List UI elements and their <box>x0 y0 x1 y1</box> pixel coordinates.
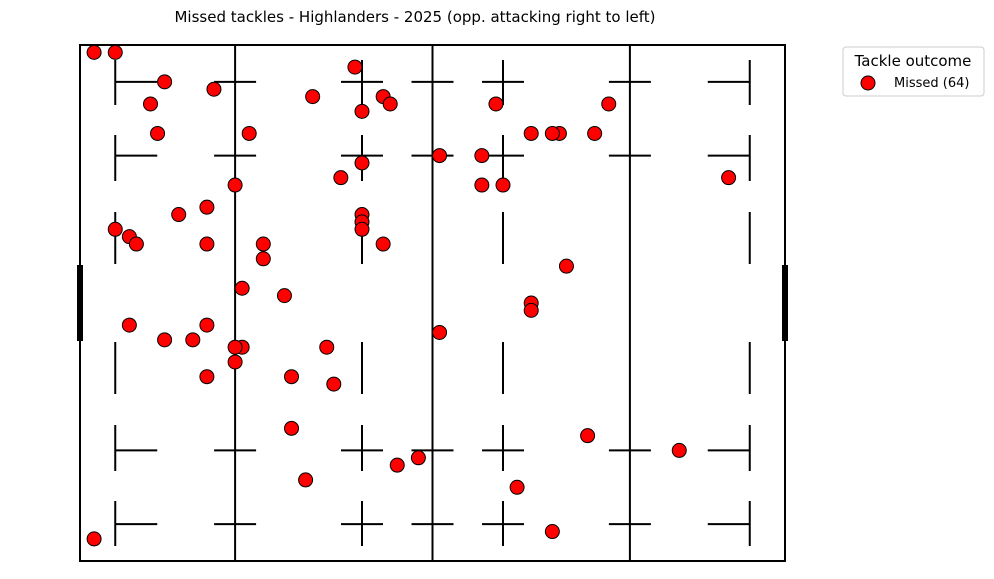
legend-marker <box>860 75 876 91</box>
missed-tackle-point-52 <box>284 420 299 436</box>
missed-tackle-point-47 <box>319 339 335 355</box>
missed-tackle-point-25 <box>227 177 243 193</box>
missed-tackle-point-48 <box>227 354 243 370</box>
missed-tackle-point-33 <box>199 236 215 252</box>
missed-tackle-point-16 <box>523 125 539 141</box>
missed-tackle-point-3 <box>206 81 222 97</box>
missed-tackle-point-53 <box>580 428 596 444</box>
missed-tackle-point-5 <box>305 89 321 105</box>
missed-tackle-point-7 <box>382 96 398 112</box>
missed-tackle-point-44 <box>185 332 201 348</box>
missed-tackle-point-61 <box>227 339 243 355</box>
missed-tackle-point-22 <box>495 177 511 193</box>
right-goal-post <box>782 265 788 341</box>
legend-title: Tackle outcome <box>854 52 972 70</box>
missed-tackle-point-45 <box>432 324 448 340</box>
missed-tackle-point-23 <box>474 177 490 193</box>
missed-tackle-point-41 <box>121 317 137 333</box>
missed-tackle-point-50 <box>284 369 299 385</box>
missed-tackle-point-57 <box>298 472 314 488</box>
missed-tackle-point-35 <box>255 251 271 267</box>
legend-frame <box>842 46 985 97</box>
missed-tackle-point-4 <box>347 59 363 75</box>
missed-tackle-point-55 <box>410 450 426 466</box>
missed-tackle-point-42 <box>199 317 215 333</box>
missed-tackle-point-54 <box>671 442 687 458</box>
missed-tackle-point-19 <box>432 148 448 164</box>
missed-tackle-point-63 <box>354 221 370 237</box>
legend: Tackle outcome Missed (64) <box>842 46 985 97</box>
missed-tackle-point-59 <box>544 524 560 540</box>
missed-tackle-point-37 <box>234 280 250 296</box>
missed-tackle-point-26 <box>199 199 215 215</box>
missed-tackle-point-2 <box>157 74 173 90</box>
missed-tackle-point-13 <box>150 125 166 141</box>
missed-tackle-point-17 <box>587 125 603 141</box>
missed-tackle-point-9 <box>354 103 370 119</box>
missed-tackle-point-49 <box>199 369 215 385</box>
missed-tackle-point-27 <box>171 207 187 223</box>
missed-tackle-point-34 <box>375 236 391 252</box>
missed-tackle-point-8 <box>143 96 158 112</box>
missed-tackle-point-31 <box>255 236 271 252</box>
missed-tackle-point-58 <box>509 479 525 495</box>
missed-tackle-point-36 <box>558 258 574 274</box>
missed-tackle-point-0 <box>86 44 102 60</box>
missed-tackle-point-60 <box>86 531 102 547</box>
missed-tackle-point-40 <box>523 302 539 318</box>
missed-tackle-point-20 <box>354 155 370 171</box>
missed-tackle-point-24 <box>721 170 737 186</box>
missed-tackle-point-18 <box>474 148 490 164</box>
missed-tackle-point-43 <box>157 332 173 348</box>
missed-tackle-point-21 <box>333 170 349 186</box>
missed-tackle-point-29 <box>107 221 123 237</box>
rugby-pitch <box>77 44 788 562</box>
missed-tackle-point-32 <box>128 236 144 252</box>
left-goal-post <box>77 265 83 341</box>
missed-tackle-point-12 <box>241 125 257 141</box>
missed-tackle-point-11 <box>601 96 617 112</box>
chart-title: Missed tackles - Highlanders - 2025 (opp… <box>174 8 655 26</box>
missed-tackle-point-10 <box>488 96 504 112</box>
missed-tackle-point-51 <box>326 376 342 392</box>
legend-label-missed: Missed (64) <box>894 76 969 91</box>
missed-tackle-point-56 <box>389 457 405 473</box>
missed-tackle-point-15 <box>544 125 560 141</box>
missed-tackle-point-38 <box>276 288 292 304</box>
data-points <box>86 44 737 547</box>
missed-tackle-point-1 <box>107 44 123 60</box>
